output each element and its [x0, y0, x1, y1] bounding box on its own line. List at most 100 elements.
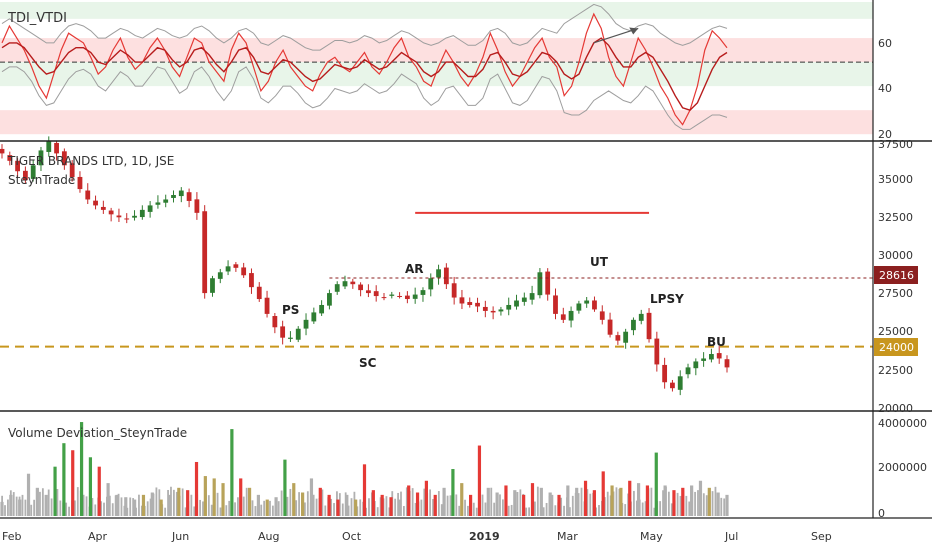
volume-bar [705, 495, 708, 516]
volume-bar-highlight [468, 494, 473, 516]
volume-bar-highlight [203, 476, 207, 516]
candle-body [490, 310, 496, 313]
volume-bar-highlight [698, 480, 703, 516]
volume-bar [172, 489, 175, 516]
volume-bar-highlight [460, 483, 464, 516]
volume-bar [333, 503, 335, 516]
candle-body [436, 269, 441, 278]
volume-bar [103, 502, 105, 516]
volume-bar [15, 496, 18, 516]
volume-bar [350, 498, 353, 516]
price-axis-label: 27500 [878, 287, 913, 300]
wyckoff-label-sc: SC [359, 356, 377, 370]
candle-body [69, 163, 75, 178]
volume-bar-highlight [654, 452, 658, 516]
volume-bar [129, 497, 132, 516]
volume-bar [510, 504, 513, 516]
volume-bar [210, 504, 213, 516]
tdi-zone-band [0, 2, 873, 19]
volume-bar-highlight [513, 490, 517, 516]
candle-body [30, 165, 36, 179]
candle-body [638, 313, 644, 321]
tdi-zone-band [0, 62, 873, 87]
candle-body [108, 210, 114, 215]
volume-axis-label: 0 [878, 507, 885, 520]
volume-bar [627, 493, 630, 516]
volume-bar [702, 493, 705, 516]
time-axis-label: May [640, 530, 663, 543]
volume-bar-highlight [26, 473, 31, 516]
volume-bar [414, 502, 417, 516]
candle-body [15, 160, 20, 172]
tdi-title: TDI_VTDI [7, 11, 67, 26]
volume-bar [545, 502, 548, 516]
candle-body [85, 190, 91, 200]
candle-body [412, 294, 418, 299]
volume-bar-highlight [133, 499, 137, 516]
volume-bar [711, 491, 714, 516]
volume-bar-highlight [345, 494, 349, 516]
candle-body [685, 367, 691, 375]
volume-bar [405, 487, 408, 516]
volume-bar [458, 505, 461, 516]
volume-bar [615, 487, 618, 516]
volume-bar-highlight [645, 485, 650, 516]
volume-bar [330, 498, 333, 516]
tdi-trend-arrow [593, 27, 639, 44]
volume-bar [225, 505, 228, 516]
candle-body [545, 271, 551, 295]
tdi-axis-label: 60 [878, 37, 892, 50]
volume-bar [490, 487, 493, 516]
price-axis-label: 20000 [878, 402, 913, 415]
volume-bar [219, 507, 222, 516]
volume-bar [685, 495, 688, 516]
volume-bar [568, 507, 571, 516]
tdi-zones [0, 2, 873, 135]
candle-body [654, 338, 660, 365]
candle-body [217, 272, 223, 279]
volume-bar-highlight [221, 483, 225, 516]
volume-bar-highlight [601, 471, 605, 516]
volume-bar-highlight [672, 490, 676, 516]
level-tag-24000-text: 24000 [879, 341, 914, 354]
volume-bar-highlight [495, 492, 499, 516]
volume-bar-highlight [583, 480, 588, 516]
volume-bar-highlight [53, 466, 57, 516]
volume-bar [499, 494, 501, 516]
volume-bar [714, 486, 717, 516]
volume-bar [536, 486, 539, 516]
volume-bar-highlight [415, 492, 420, 516]
candle-body [631, 319, 636, 331]
volume-bar [181, 488, 184, 516]
volume-bar [662, 490, 664, 516]
volume-bar-highlight [168, 494, 172, 516]
volume-bar [563, 505, 565, 516]
volume-bar [449, 495, 452, 516]
candle-body [529, 293, 535, 300]
candle-body [249, 273, 254, 288]
candle-body [327, 293, 332, 306]
volume-bar-highlight [265, 499, 269, 516]
volume-bar [108, 495, 111, 516]
volume-bar [577, 493, 580, 516]
volume-bar [251, 500, 254, 516]
volume-bar [59, 500, 62, 516]
level-tag-28616 [874, 266, 918, 284]
time-axis-label: Jul [724, 530, 738, 543]
volume-bar [368, 498, 370, 516]
candle-body [194, 199, 200, 213]
volume-bar [263, 500, 266, 516]
volume-bar [30, 504, 33, 516]
volume-bar-highlight [619, 487, 623, 516]
volume-axis-label: 2000000 [878, 461, 927, 474]
volume-bar [82, 494, 85, 516]
candle-body [459, 297, 465, 304]
tdi-zone-band [0, 38, 873, 63]
volume-bar [667, 491, 670, 516]
volume-bar [586, 489, 589, 516]
volume-bar [167, 489, 169, 516]
volume-bar [542, 507, 545, 516]
volume-bar-highlight [610, 485, 614, 516]
volume-bar [91, 497, 94, 516]
candle-body [147, 205, 153, 212]
